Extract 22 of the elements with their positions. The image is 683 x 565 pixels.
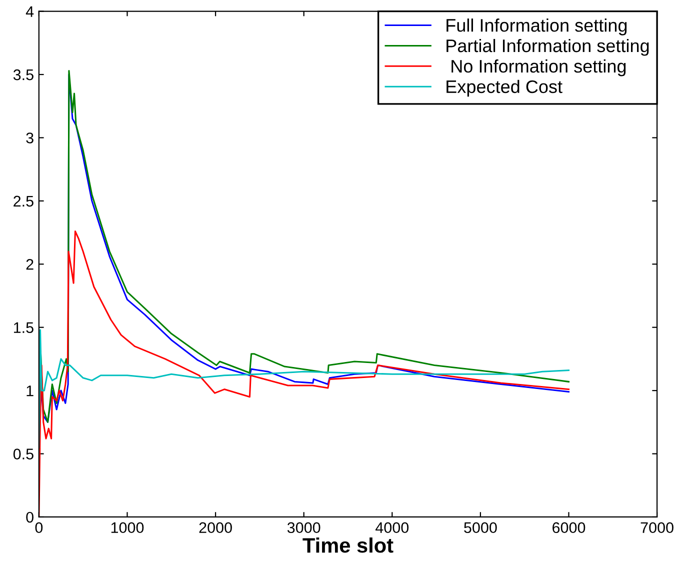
x-axis-title: Time slot [302,537,394,553]
y-tick-label: 2.5 [14,196,34,207]
x-tick-label: 7000 [640,522,674,534]
legend-label: Expected Cost [446,80,562,97]
y-tick-label: 4 [26,6,34,17]
y-tick-label: 3 [26,132,34,144]
y-tick-label: 1.5 [14,322,34,334]
y-tick-label: 3.5 [13,69,34,80]
x-tick-label: 2000 [199,522,232,534]
legend-label: No Information setting [452,59,626,76]
x-tick-label: 1000 [111,522,144,534]
x-tick-label: 0 [35,522,43,534]
x-tick-label: 5000 [464,522,497,534]
y-tick-label: 0 [26,512,34,523]
x-tick-label: 6000 [552,522,586,534]
x-tick-label: 3000 [287,522,320,534]
x-tick-label: 4000 [376,522,409,534]
legend-label: Full Information setting [446,18,627,36]
legend-label: Partial Information setting [446,38,649,56]
y-tick-label: 1 [26,386,34,396]
y-tick-label: 2 [26,259,34,270]
y-tick-label: 0.5 [13,448,34,460]
